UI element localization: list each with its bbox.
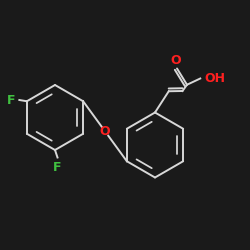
Text: OH: OH	[204, 72, 225, 85]
Text: F: F	[53, 161, 62, 174]
Text: O: O	[100, 125, 110, 138]
Text: O: O	[170, 54, 181, 66]
Text: F: F	[7, 94, 16, 106]
